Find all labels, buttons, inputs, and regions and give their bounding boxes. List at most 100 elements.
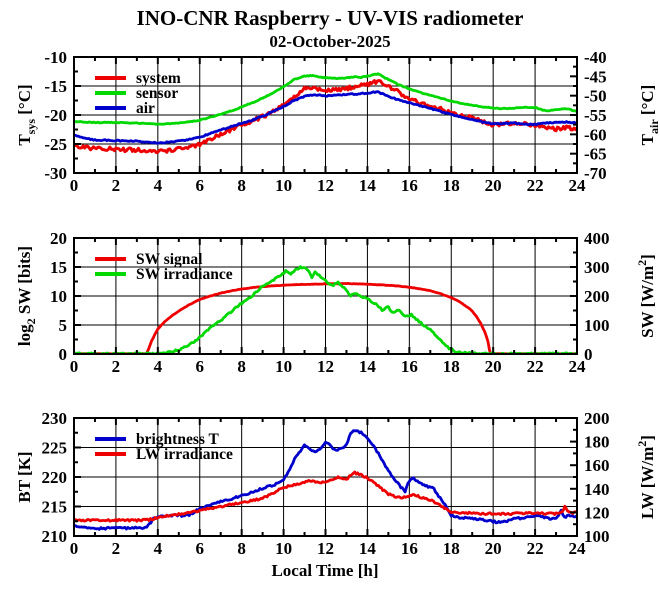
tick-marks — [73, 417, 578, 537]
right-tick-label: 300 — [584, 258, 610, 277]
x-tick-label: 22 — [527, 539, 544, 558]
panel-shortwave: 0 2 4 6 8 10 12 14 16 18 20 22 240510152001002003004… — [15, 229, 657, 376]
panel-temperatures: 0 2 4 6 8 10 12 14 16 18 20 22 24-30-25-20-15-10-70-… — [15, 48, 660, 195]
tick-marks — [73, 237, 578, 355]
right-tick-label: -65 — [584, 145, 607, 164]
right-tick-label: 200 — [584, 287, 610, 306]
tick-marks — [73, 56, 578, 174]
panel-longwave: 0 2 4 6 8 10 12 14 16 18 20 22 242102152202252301001… — [15, 409, 657, 558]
x-tick-label: 24 — [569, 357, 587, 376]
right-tick-label: 0 — [584, 345, 593, 364]
x-tick-label: 0 — [70, 176, 79, 195]
tick-labels: 0 2 4 6 8 10 12 14 16 18 20 22 240510152001002003004… — [50, 229, 610, 376]
left-tick-label: -25 — [44, 135, 67, 154]
right-tick-label: 100 — [584, 527, 610, 546]
right-tick-label: -70 — [584, 164, 607, 183]
right-tick-label: -45 — [584, 67, 607, 86]
legend-label-system: system — [136, 70, 181, 87]
x-tick-label: 20 — [485, 176, 502, 195]
x-tick-label: 20 — [485, 539, 502, 558]
right-tick-label: 140 — [584, 480, 610, 499]
legend-label-sw-signal: SW signal — [136, 251, 203, 268]
tick-labels: 0 2 4 6 8 10 12 14 16 18 20 22 242102152202252301001… — [42, 409, 610, 558]
left-tick-label: 230 — [42, 409, 68, 428]
x-tick-label: 8 — [237, 176, 246, 195]
x-tick-label: 6 — [196, 357, 205, 376]
x-tick-label: 18 — [443, 539, 460, 558]
x-axis-title: Local Time [h] — [271, 561, 378, 580]
x-tick-label: 22 — [527, 357, 544, 376]
right-tick-label: 120 — [584, 503, 610, 522]
x-tick-label: 12 — [317, 357, 334, 376]
left-tick-label: 20 — [50, 229, 67, 248]
x-tick-label: 8 — [237, 357, 246, 376]
series-group — [73, 429, 578, 531]
x-tick-label: 18 — [443, 357, 460, 376]
x-tick-label: 20 — [485, 357, 502, 376]
x-tick-label: 10 — [275, 176, 292, 195]
chart-subtitle: 02-October-2025 — [269, 32, 390, 51]
right-tick-label: 100 — [584, 316, 610, 335]
legend-label-sensor: sensor — [136, 85, 178, 102]
x-tick-label: 2 — [112, 539, 121, 558]
x-tick-label: 10 — [275, 539, 292, 558]
legend: brightness TLW irradiance — [95, 431, 233, 463]
x-tick-label: 24 — [569, 539, 587, 558]
left-tick-label: 15 — [50, 258, 67, 277]
chart-title: INO-CNR Raspberry - UV-VIS radiometer — [137, 6, 524, 30]
left-axis-title: log2 SW [bits] — [15, 246, 38, 346]
x-tick-label: 10 — [275, 357, 292, 376]
right-tick-label: -40 — [584, 48, 607, 67]
x-tick-label: 4 — [154, 176, 163, 195]
x-tick-label: 0 — [70, 539, 79, 558]
x-tick-label: 18 — [443, 176, 460, 195]
x-tick-label: 0 — [70, 357, 79, 376]
x-tick-label: 6 — [196, 539, 205, 558]
series-system — [73, 79, 578, 155]
x-tick-label: 22 — [527, 176, 544, 195]
left-tick-label: 225 — [42, 439, 68, 458]
right-tick-label: 200 — [584, 409, 610, 428]
right-tick-label: 160 — [584, 456, 610, 475]
chart-panels: 0 2 4 6 8 10 12 14 16 18 20 22 24-30-25-20-15-10-70-… — [15, 48, 660, 558]
x-tick-label: 2 — [112, 357, 121, 376]
right-tick-label: 400 — [584, 229, 610, 248]
right-axis-title: SW [W/m2] — [635, 254, 657, 338]
left-tick-label: 5 — [59, 316, 68, 335]
x-tick-label: 16 — [401, 539, 418, 558]
x-tick-label: 4 — [154, 357, 163, 376]
x-tick-label: 14 — [359, 176, 377, 195]
x-tick-label: 12 — [317, 176, 334, 195]
x-tick-label: 2 — [112, 176, 121, 195]
x-tick-label: 8 — [237, 539, 246, 558]
right-axis-title: LW [W/m2] — [635, 435, 657, 519]
grid — [74, 238, 577, 354]
series-sensor — [73, 72, 578, 126]
left-tick-label: -10 — [44, 48, 67, 67]
x-tick-label: 14 — [359, 539, 377, 558]
tick-labels: 0 2 4 6 8 10 12 14 16 18 20 22 24-30-25-20-15-10-70-… — [44, 48, 606, 195]
x-tick-label: 4 — [154, 539, 163, 558]
right-axis-title: Tair [°C] — [638, 85, 660, 146]
left-axis-title: Tsys [°C] — [15, 84, 38, 145]
series-group — [73, 72, 578, 155]
x-tick-label: 14 — [359, 357, 377, 376]
x-tick-label: 12 — [317, 539, 334, 558]
left-tick-label: 220 — [42, 468, 68, 487]
right-tick-label: -60 — [584, 125, 607, 144]
left-tick-label: -30 — [44, 164, 67, 183]
left-tick-label: 10 — [50, 287, 67, 306]
right-tick-label: -55 — [584, 106, 607, 125]
left-tick-label: 210 — [42, 527, 68, 546]
series-lw-irradiance — [73, 470, 578, 523]
legend-label-air: air — [136, 100, 155, 117]
right-tick-label: -50 — [584, 87, 607, 106]
legend-label-lw-irradiance: LW irradiance — [136, 446, 233, 463]
right-tick-label: 180 — [584, 433, 610, 452]
left-tick-label: 215 — [42, 498, 68, 517]
x-tick-label: 16 — [401, 357, 418, 376]
left-tick-label: 0 — [59, 345, 68, 364]
